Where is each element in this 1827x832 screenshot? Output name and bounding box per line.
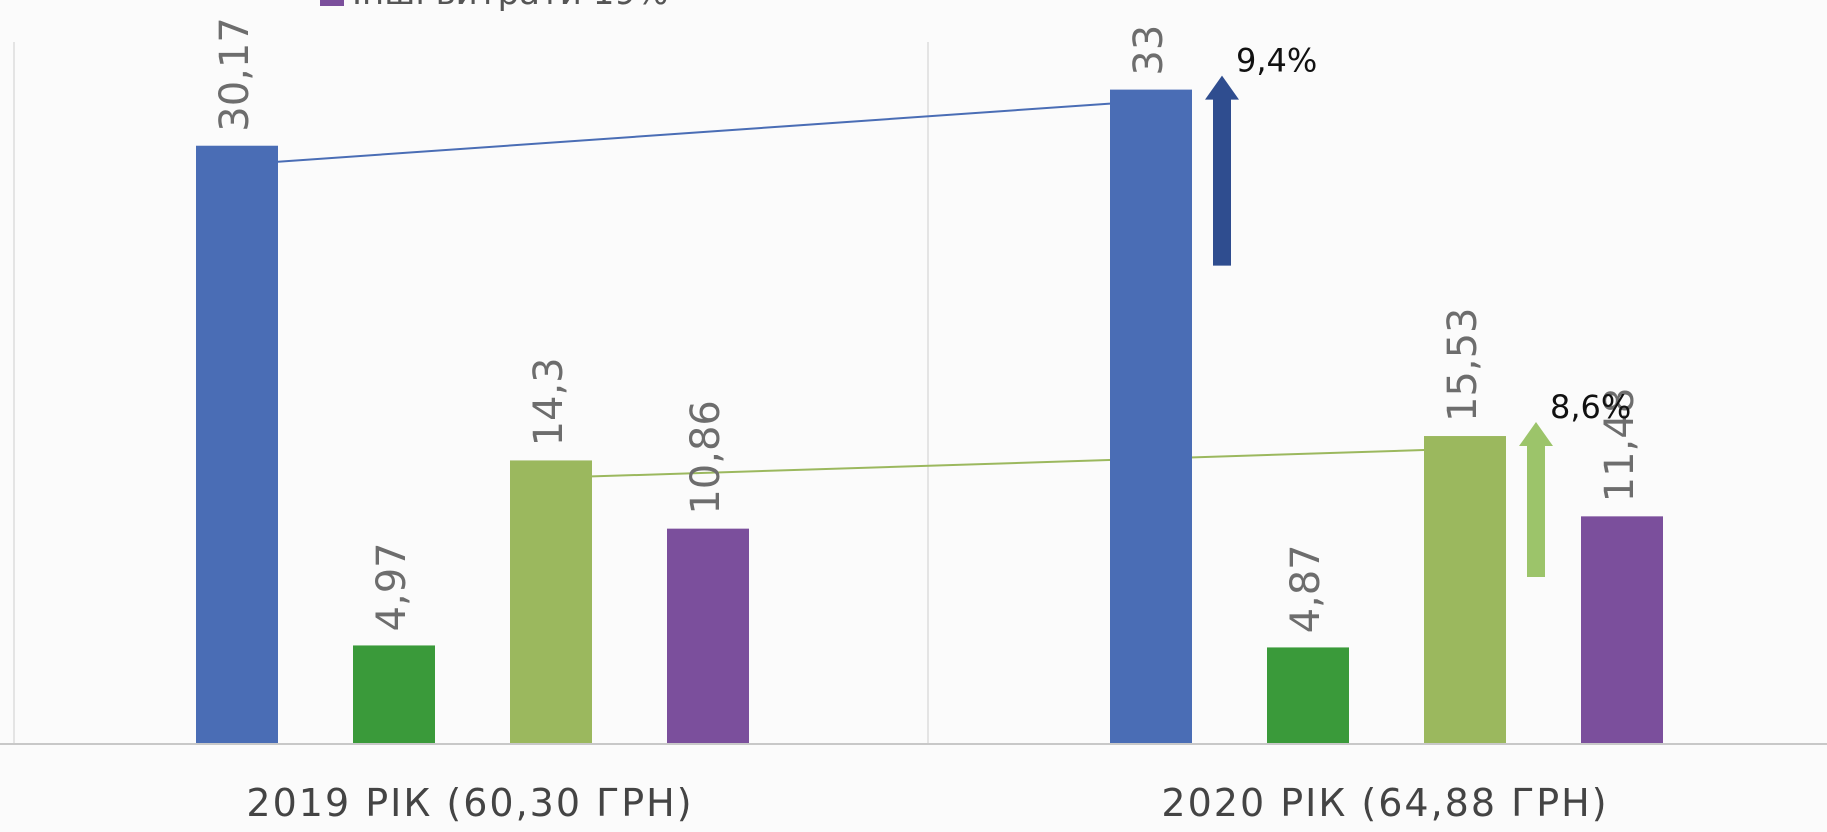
data-label-s0-c0: 30,17 (212, 17, 258, 132)
legend-label: Інші витрати 19% (352, 0, 668, 13)
data-label-s1-c1: 4,87 (1283, 544, 1329, 633)
bar-s2-c1 (1424, 436, 1506, 744)
legend-swatch (320, 0, 344, 6)
data-label-s3-c0: 10,86 (683, 400, 729, 515)
data-label-s2-c1: 15,53 (1440, 308, 1486, 423)
category-label-0: 2019 РІК (60,30 ГРН) (246, 781, 693, 825)
growth-arrow-1 (1519, 422, 1553, 578)
data-label-s2-c0: 14,3 (526, 357, 572, 446)
bar-s0-c0 (196, 145, 278, 745)
growth-arrow-0 (1205, 75, 1239, 266)
data-label-s0-c1: 33 (1126, 25, 1172, 76)
bar-s3-c0 (667, 528, 749, 744)
data-label-s1-c0: 4,97 (369, 542, 415, 631)
connector-line-1 (591, 449, 1425, 478)
bar-s1-c1 (1267, 647, 1349, 744)
growth-label-0: 9,4% (1236, 42, 1317, 80)
connector-line-0 (277, 102, 1111, 163)
bar-s1-c0 (353, 645, 435, 744)
data-label-s3-c1: 11,48 (1597, 388, 1643, 503)
category-label-1: 2020 РІК (64,88 ГРН) (1161, 781, 1608, 825)
bar-s0-c1 (1110, 89, 1192, 745)
bar-s3-c1 (1581, 516, 1663, 744)
growth-label-1: 8,6% (1550, 388, 1631, 426)
bar-s2-c0 (510, 460, 592, 744)
